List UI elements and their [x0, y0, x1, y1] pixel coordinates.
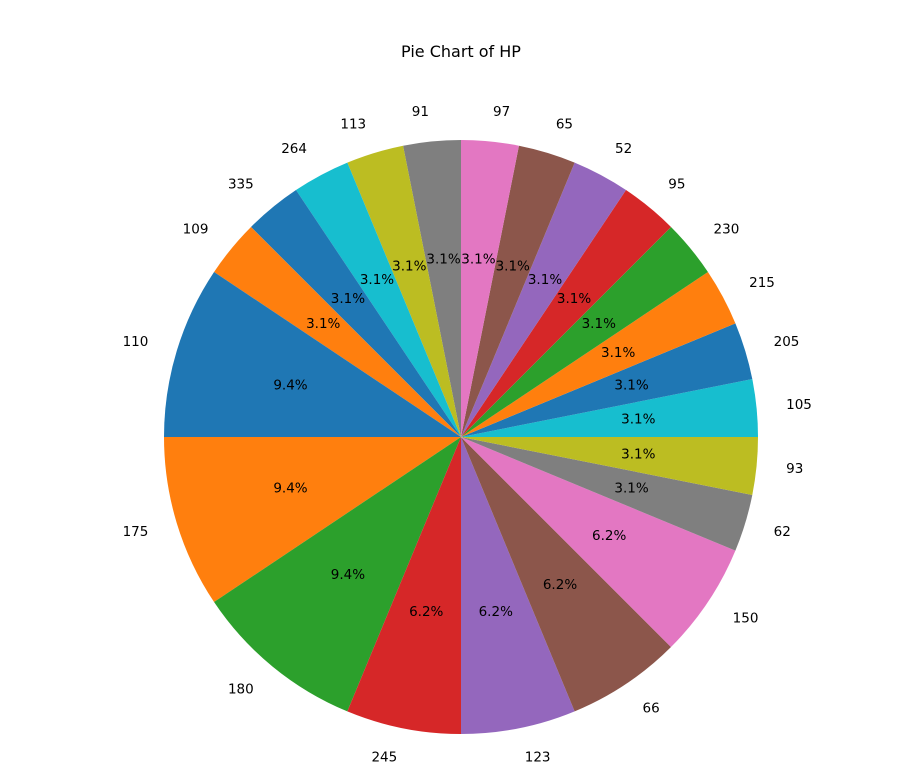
- pie-slice-245: [347, 437, 461, 734]
- pie-category-label: 65: [556, 116, 573, 132]
- pie-slice-97: [461, 140, 519, 437]
- pie-slice-264: [295, 162, 461, 437]
- pie-category-label: 66: [643, 701, 660, 717]
- pie-percent-label: 6.2%: [543, 577, 577, 593]
- pie-category-label: 245: [371, 749, 397, 765]
- pie-category-label: 264: [281, 141, 307, 157]
- pie-slice-65: [461, 145, 575, 437]
- pie-slice-110: [164, 271, 461, 437]
- pie-percent-label: 6.2%: [479, 604, 513, 620]
- pie-category-label: 335: [228, 176, 254, 192]
- pie-category-label: 93: [786, 461, 803, 477]
- pie-slice-215: [461, 271, 736, 437]
- pie-slice-230: [461, 226, 708, 437]
- pie-percent-label: 3.1%: [621, 412, 655, 428]
- pie-category-labels: 91 113 264 335 109 110 175 180 245 123 66 150 62 93 10…: [123, 104, 812, 766]
- pie-category-label: 215: [749, 275, 775, 291]
- pie-slice-150: [461, 437, 736, 648]
- pie-percent-label: 3.1%: [426, 252, 460, 268]
- pie-percent-label: 3.1%: [621, 446, 655, 462]
- pie-slice-123: [461, 437, 575, 734]
- pie-percent-label: 3.1%: [461, 252, 495, 268]
- pie-percent-label: 9.4%: [273, 377, 307, 393]
- pie-category-label: 150: [733, 611, 759, 627]
- pie-slice-180: [214, 437, 461, 712]
- pie-percent-label: 3.1%: [528, 272, 562, 288]
- pie-category-label: 110: [123, 334, 149, 350]
- pie-slice-52: [461, 162, 627, 437]
- pie-percent-label: 9.4%: [331, 567, 365, 583]
- pie-percent-label: 3.1%: [392, 258, 426, 274]
- pie-slice-205: [461, 323, 753, 437]
- pie-category-label: 175: [123, 524, 149, 540]
- chart-title: Pie Chart of HP: [401, 42, 521, 61]
- pie-percent-label: 9.4%: [273, 481, 307, 497]
- pie-category-label: 205: [774, 334, 800, 350]
- pie-percent-label: 6.2%: [592, 528, 626, 544]
- pie-category-label: 105: [786, 397, 812, 413]
- pie-category-label: 97: [493, 104, 510, 120]
- pie-percent-label: 3.1%: [601, 345, 635, 361]
- pie-percent-label: 3.1%: [557, 291, 591, 307]
- pie-slice-93: [461, 437, 758, 495]
- pie-slice-109: [214, 226, 461, 437]
- pie-percent-label: 3.1%: [331, 291, 365, 307]
- pie-category-label: 123: [525, 749, 551, 765]
- pie-percent-label: 3.1%: [614, 481, 648, 497]
- pie-slice-175: [164, 437, 461, 603]
- pie-slice-105: [461, 379, 758, 437]
- pie-category-label: 91: [412, 104, 429, 120]
- pie-category-label: 52: [615, 141, 632, 157]
- pie-category-label: 180: [228, 682, 254, 698]
- pie-percent-label: 3.1%: [496, 258, 530, 274]
- pie-category-label: 95: [668, 176, 685, 192]
- pie-slice-62: [461, 437, 753, 551]
- pie-slice-91: [403, 140, 461, 437]
- pie-category-label: 62: [774, 524, 791, 540]
- pie-slice-66: [461, 437, 672, 712]
- pie-category-label: 230: [714, 222, 740, 238]
- pie-percent-label: 3.1%: [582, 316, 616, 332]
- pie-slice-95: [461, 190, 672, 437]
- pie-slice-335: [250, 190, 461, 437]
- pie-percent-label: 3.1%: [614, 377, 648, 393]
- pie-percent-labels: 3.1%3.1%3.1%3.1%3.1%9.4%9.4%9.4%6.2% 6.2%…: [273, 252, 655, 620]
- pie-percent-label: 3.1%: [360, 272, 394, 288]
- pie-percent-label: 6.2%: [409, 604, 443, 620]
- pie-category-label: 113: [340, 116, 366, 132]
- pie-percent-label: 3.1%: [306, 316, 340, 332]
- pie-category-label: 109: [183, 222, 209, 238]
- pie-slice-113: [347, 145, 461, 437]
- pie-slices: [164, 140, 758, 734]
